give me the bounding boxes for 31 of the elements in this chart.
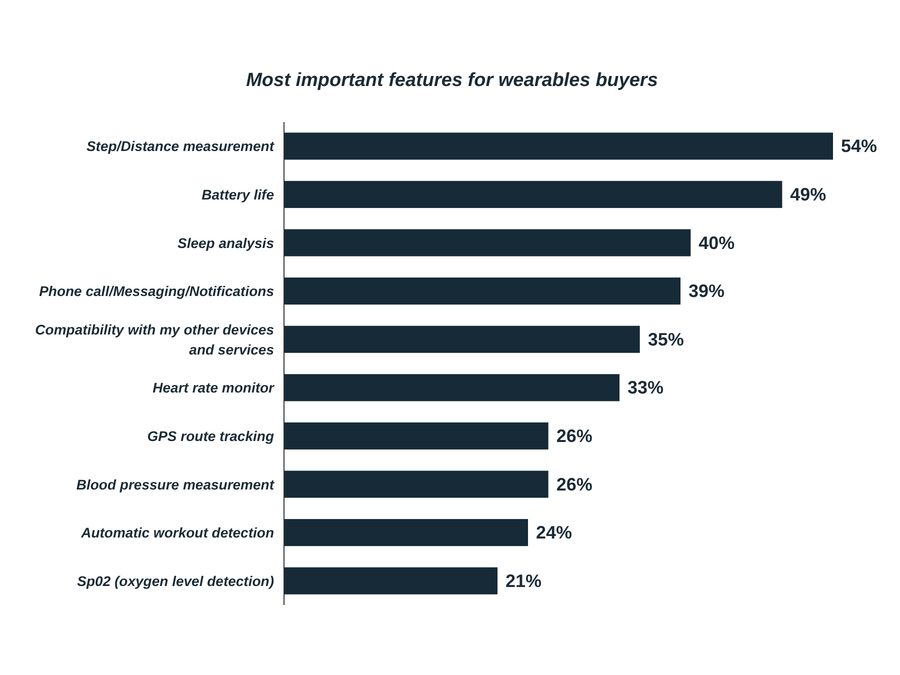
- data-label: 26%: [556, 474, 592, 494]
- bar: [284, 132, 833, 160]
- y-tick-label: Sleep analysis: [177, 234, 274, 251]
- data-label: 35%: [648, 329, 684, 350]
- bar: [284, 422, 548, 450]
- data-label: 40%: [698, 232, 735, 253]
- data-label: 24%: [536, 522, 572, 543]
- chart-title: Most important features for wearables buyers: [246, 70, 658, 90]
- data-label: 49%: [790, 184, 826, 204]
- y-tick-label: GPS route tracking: [147, 428, 274, 444]
- bar: [284, 180, 782, 208]
- y-tick-label: Battery life: [202, 186, 274, 202]
- y-tick-label: Compatibility with my other devices and services: [35, 321, 274, 358]
- data-label: 54%: [841, 136, 878, 156]
- data-label: 39%: [688, 281, 725, 302]
- y-tick-label: Heart rate monitor: [152, 380, 276, 396]
- bar: [284, 229, 691, 256]
- bar: [284, 470, 548, 498]
- y-tick-label: Automatic workout detection: [80, 524, 274, 541]
- data-label: 21%: [506, 570, 542, 591]
- y-tick-label: Sp02 (oxygen level detection): [77, 572, 274, 589]
- y-tick-label: Blood pressure measurement: [76, 476, 276, 492]
- y-tick-label: Step/Distance measurement: [86, 138, 276, 154]
- bar: [284, 519, 528, 546]
- bar: [284, 567, 498, 594]
- bar: [284, 326, 640, 353]
- data-label: 26%: [556, 426, 592, 446]
- bar: [284, 278, 680, 305]
- y-tick-label: Phone call/Messaging/Notifications: [39, 283, 274, 300]
- bar: [284, 374, 620, 402]
- data-label: 33%: [628, 378, 664, 398]
